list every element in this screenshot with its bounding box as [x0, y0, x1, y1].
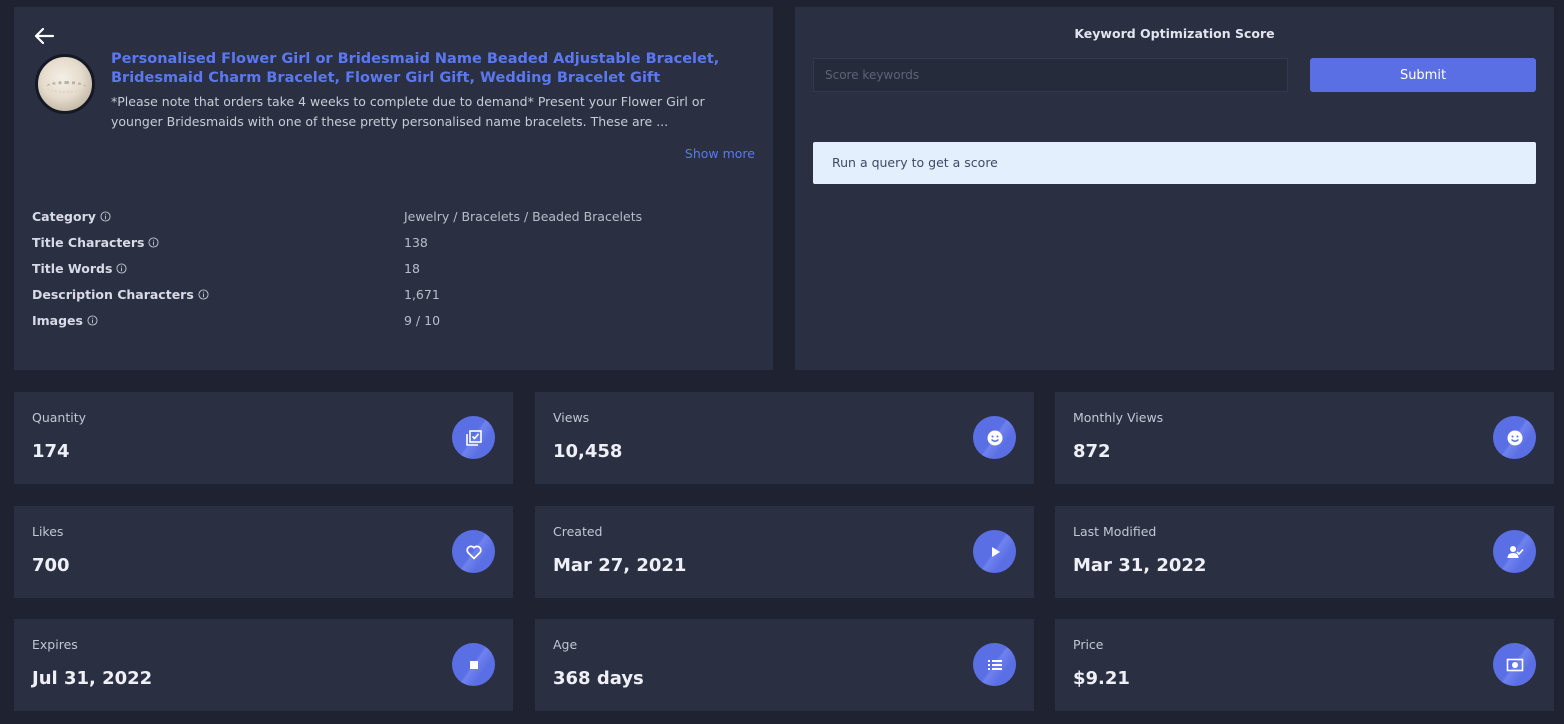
- keyword-card-title: Keyword Optimization Score: [1074, 26, 1275, 41]
- play-icon: [973, 530, 1016, 573]
- score-keywords-input[interactable]: [813, 58, 1288, 92]
- stat-card-likes: Likes 700: [14, 506, 513, 598]
- stat-label: Age: [553, 637, 578, 652]
- stat-card-last-modified: Last Modified Mar 31, 2022: [1055, 506, 1554, 598]
- smile-icon: [973, 416, 1016, 459]
- stat-value: 368 days: [553, 668, 644, 689]
- stat-value: $9.21: [1073, 668, 1130, 689]
- attribute-label: Description Characters: [32, 287, 194, 302]
- stat-card-monthly-views: Monthly Views 872: [1055, 392, 1554, 484]
- score-result-alert: Run a query to get a score: [813, 142, 1536, 184]
- stat-label: Created: [553, 524, 603, 539]
- attribute-label: Title Characters: [32, 235, 145, 250]
- keyword-optimization-card: Keyword Optimization Score Submit Run a …: [795, 7, 1554, 370]
- submit-button[interactable]: Submit: [1310, 58, 1536, 92]
- stat-value: 700: [32, 555, 70, 576]
- attribute-row-description-characters: Description Characters 1,671: [32, 287, 752, 307]
- stat-label: Quantity: [32, 410, 87, 425]
- product-description: *Please note that orders take 4 weeks to…: [111, 94, 705, 129]
- stat-value: Mar 31, 2022: [1073, 555, 1207, 576]
- stat-label: Expires: [32, 637, 78, 652]
- product-thumbnail: [35, 54, 95, 114]
- info-icon[interactable]: [100, 211, 111, 222]
- stat-value: Mar 27, 2021: [553, 555, 687, 576]
- attribute-row-title-words: Title Words 18: [32, 261, 752, 281]
- stop-icon: [452, 643, 495, 686]
- smile-icon: [1493, 416, 1536, 459]
- bracelet-image: [46, 81, 86, 93]
- attribute-row-title-characters: Title Characters 138: [32, 235, 752, 255]
- attribute-label: Title Words: [32, 261, 113, 276]
- stat-label: Price: [1073, 637, 1104, 652]
- stat-card-expires: Expires Jul 31, 2022: [14, 619, 513, 711]
- show-more-link[interactable]: Show more: [684, 146, 755, 161]
- stat-label: Last Modified: [1073, 524, 1157, 539]
- stat-label: Monthly Views: [1073, 410, 1164, 425]
- attribute-label: Category: [32, 209, 96, 224]
- attribute-value: Jewelry / Bracelets / Beaded Bracelets: [404, 209, 643, 224]
- info-icon[interactable]: [198, 289, 209, 300]
- stat-value: Jul 31, 2022: [32, 668, 153, 689]
- attribute-row-images: Images 9 / 10: [32, 313, 752, 333]
- list-icon: [973, 643, 1016, 686]
- stat-value: 174: [32, 441, 70, 462]
- info-icon[interactable]: [116, 263, 127, 274]
- back-arrow-icon[interactable]: [32, 25, 56, 47]
- stat-card-quantity: Quantity 174: [14, 392, 513, 484]
- user-check-icon: [1493, 530, 1536, 573]
- stat-card-created: Created Mar 27, 2021: [535, 506, 1034, 598]
- stat-value: 872: [1073, 441, 1111, 462]
- attribute-value: 138: [404, 235, 428, 250]
- attribute-value: 18: [404, 261, 420, 276]
- info-icon[interactable]: [87, 315, 98, 326]
- stat-card-views: Views 10,458: [535, 392, 1034, 484]
- product-title[interactable]: Personalised Flower Girl or Bridesmaid N…: [111, 51, 720, 86]
- attribute-row-category: Category Jewelry / Bracelets / Beaded Br…: [32, 209, 752, 229]
- checklist-icon: [452, 416, 495, 459]
- attribute-value: 1,671: [404, 287, 440, 302]
- product-card: Personalised Flower Girl or Bridesmaid N…: [14, 7, 773, 370]
- money-icon: [1493, 643, 1536, 686]
- stat-label: Views: [553, 410, 590, 425]
- stat-label: Likes: [32, 524, 64, 539]
- attribute-label: Images: [32, 313, 83, 328]
- stat-value: 10,458: [553, 441, 623, 462]
- attribute-value: 9 / 10: [404, 313, 441, 328]
- stat-card-age: Age 368 days: [535, 619, 1034, 711]
- info-icon[interactable]: [148, 237, 160, 248]
- heart-icon: [452, 530, 495, 573]
- stat-card-price: Price $9.21: [1055, 619, 1554, 711]
